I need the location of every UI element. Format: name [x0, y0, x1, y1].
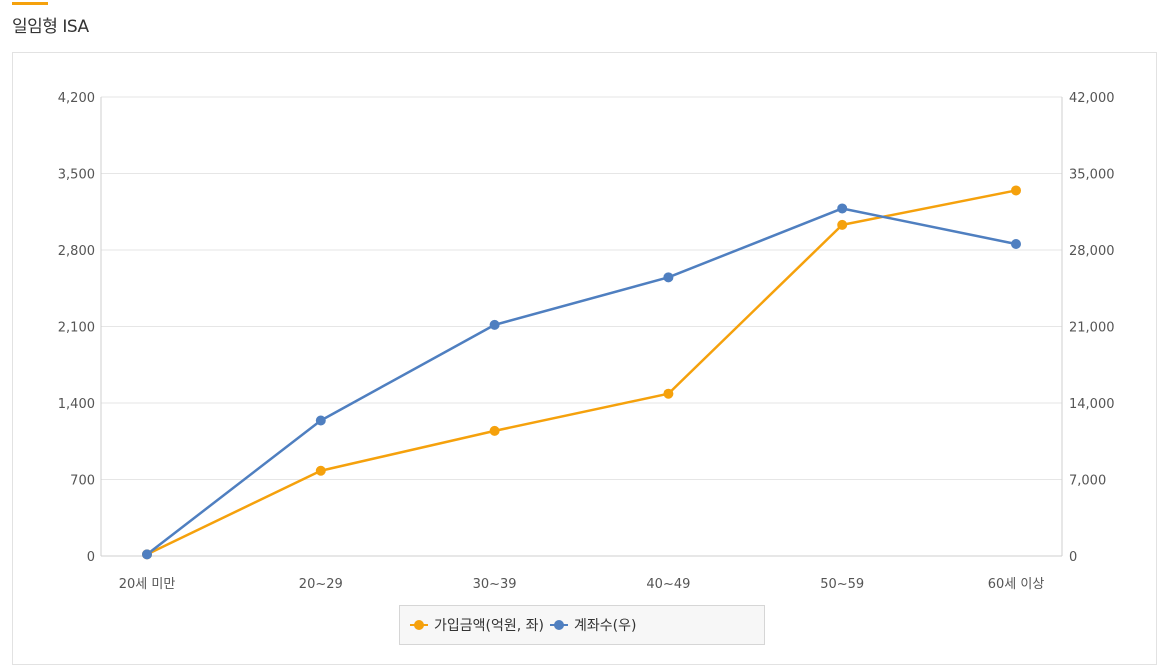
section-accent-bar — [12, 2, 48, 5]
series-1-point — [1011, 238, 1021, 249]
series-0-point — [315, 465, 326, 476]
series-line-0 — [146, 189, 1017, 556]
y-right-tick-label: 28,000 — [1069, 244, 1115, 259]
series-1-point — [142, 549, 152, 560]
series-1-point — [489, 319, 500, 330]
x-tick-label: 60세 이상 — [988, 577, 1045, 592]
y-left-tick-label: 0 — [87, 550, 95, 565]
legend-swatch-amount-icon — [410, 619, 428, 631]
y-right-tick-label: 42,000 — [1069, 91, 1115, 106]
y-right-tick-label: 35,000 — [1069, 168, 1115, 183]
series-1-point — [837, 203, 848, 214]
series-0-point — [663, 388, 674, 399]
legend-swatch-accounts-icon — [549, 619, 568, 631]
x-tick-label: 20세 미만 — [119, 577, 176, 592]
chart-legend: 가입금액(억원, 좌) 계좌수(우) — [399, 605, 765, 645]
y-left-tick-label: 3,500 — [58, 168, 95, 183]
y-left-tick-label: 2,100 — [58, 321, 95, 336]
series-0-point — [837, 219, 848, 230]
legend-label-amount: 가입금액(억원, 좌) — [434, 618, 544, 634]
series-line-1 — [146, 207, 1017, 556]
y-left-tick-label: 1,400 — [58, 397, 95, 412]
legend-item-amount[interactable]: 가입금액(억원, 좌) — [410, 615, 544, 635]
section-title: 일임형 ISA — [12, 17, 89, 37]
series-1-point — [663, 272, 674, 283]
series-0-point — [1011, 185, 1021, 196]
x-tick-label: 30~39 — [473, 577, 517, 592]
x-tick-label: 40~49 — [646, 577, 690, 592]
series-1-point — [315, 415, 326, 426]
y-left-tick-label: 2,800 — [58, 244, 95, 259]
chart-container — [12, 52, 1157, 665]
y-left-tick-label: 700 — [70, 474, 95, 489]
y-right-tick-label: 0 — [1069, 550, 1077, 565]
legend-item-accounts[interactable]: 계좌수(우) — [549, 615, 637, 635]
y-right-tick-label: 7,000 — [1069, 474, 1106, 489]
x-tick-label: 50~59 — [820, 577, 864, 592]
y-left-tick-label: 4,200 — [58, 91, 95, 106]
x-tick-label: 20~29 — [299, 577, 343, 592]
legend-label-accounts: 계좌수(우) — [573, 618, 637, 634]
y-right-tick-label: 21,000 — [1069, 321, 1115, 336]
series-0-point — [489, 425, 500, 436]
y-right-tick-label: 14,000 — [1069, 397, 1115, 412]
